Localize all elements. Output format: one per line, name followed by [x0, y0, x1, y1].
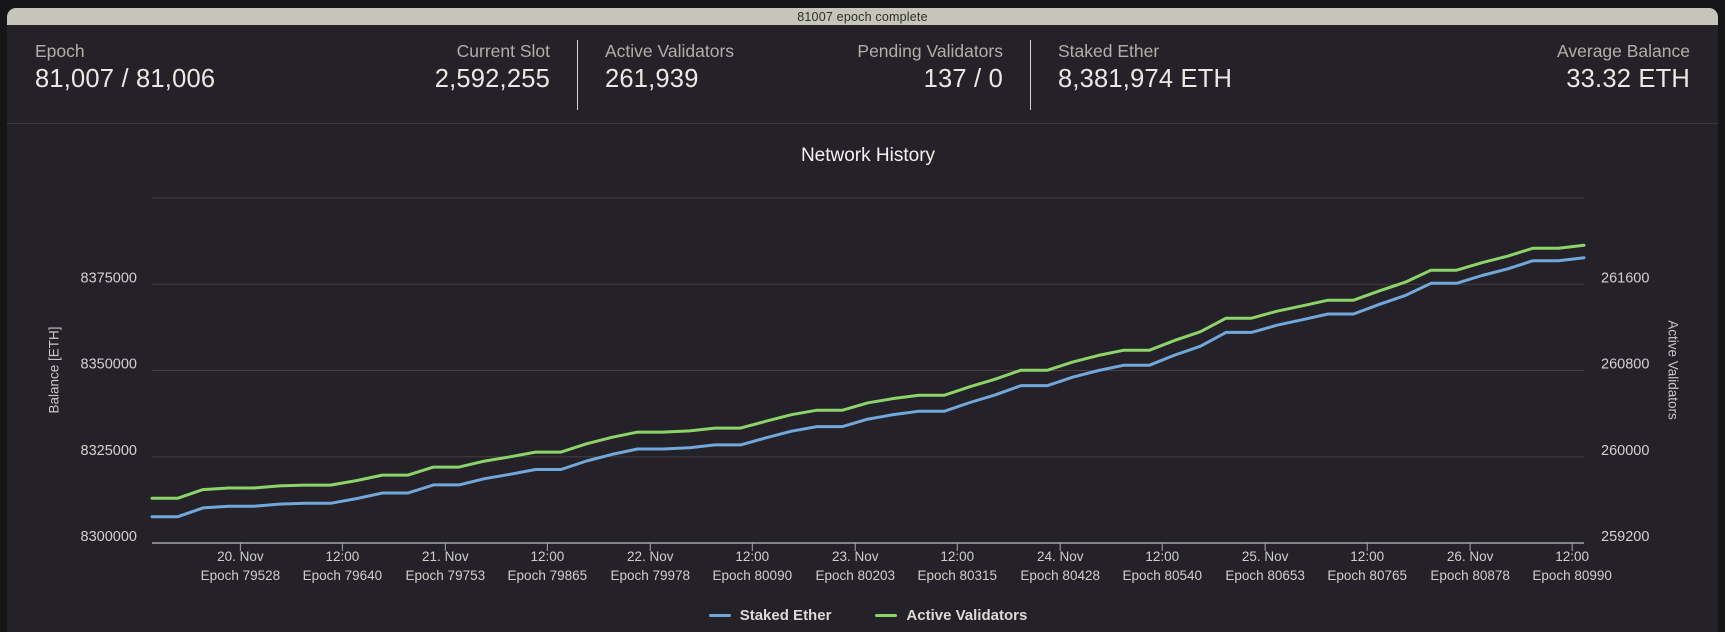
- left-axis-tick-label: 8300000: [81, 529, 137, 545]
- stat-current-slot: Current Slot 2,592,255: [435, 39, 550, 96]
- x-tick-label-date: 21. Nov: [422, 549, 469, 564]
- stat-average-balance: Average Balance 33.32 ETH: [1557, 39, 1690, 96]
- stats-group-1: Epoch 81,007 / 81,006 Current Slot 2,592…: [35, 39, 550, 96]
- x-tick-label-date: 12:00: [735, 549, 769, 564]
- x-tick-label-date: 12:00: [1555, 549, 1589, 564]
- stat-value: 261,939: [605, 65, 699, 93]
- stat-label: Active Validators: [605, 41, 735, 61]
- x-tick-label-epoch: Epoch 80653: [1225, 568, 1305, 583]
- legend-label: Staked Ether: [739, 607, 832, 624]
- x-tick-label-date: 12:00: [940, 549, 974, 564]
- x-tick-label-date: 24. Nov: [1037, 549, 1084, 564]
- x-tick-label-date: 23. Nov: [832, 549, 879, 564]
- right-axis-tick-label: 260800: [1601, 357, 1649, 373]
- x-tick-label-epoch: Epoch 80090: [713, 568, 793, 583]
- x-tick-label-date: 12:00: [1145, 549, 1179, 564]
- x-tick-label-date: 25. Nov: [1242, 549, 1289, 564]
- x-tick-label-epoch: Epoch 80765: [1327, 568, 1407, 583]
- series-line-staked-ether[interactable]: [150, 256, 1586, 519]
- stat-value: 33.32 ETH: [1566, 65, 1690, 93]
- network-stats-strip: Epoch 81,007 / 81,006 Current Slot 2,592…: [7, 25, 1718, 124]
- stats-divider: [1030, 40, 1031, 110]
- x-tick-label-date: 12:00: [530, 549, 564, 564]
- x-tick-label-date: 22. Nov: [627, 549, 674, 564]
- x-tick-label-epoch: Epoch 79528: [201, 568, 281, 583]
- network-dashboard-card: 81007 epoch complete Epoch 81,007 / 81,0…: [7, 8, 1718, 632]
- stat-pending-validators: Pending Validators 137 / 0: [857, 39, 1003, 96]
- stat-value: 8,381,974 ETH: [1058, 65, 1233, 93]
- x-tick-label-epoch: Epoch 80428: [1020, 568, 1100, 583]
- stat-value: 2,592,255: [434, 65, 550, 93]
- left-axis-tick-label: 8375000: [81, 270, 137, 286]
- x-tick-label-date: 12:00: [325, 549, 359, 564]
- right-axis-tick-label: 260000: [1601, 443, 1649, 459]
- stat-label: Pending Validators: [857, 41, 1003, 61]
- epoch-progress-bar: 81007 epoch complete: [7, 8, 1718, 25]
- x-tick-label-epoch: Epoch 80203: [815, 568, 895, 583]
- stat-label: Current Slot: [456, 41, 550, 61]
- stats-group-3: Staked Ether 8,381,974 ETH Average Balan…: [1058, 39, 1690, 96]
- left-axis-tick-label: 8325000: [81, 443, 137, 459]
- stat-label: Epoch: [35, 41, 85, 61]
- stats-divider: [577, 40, 578, 110]
- epoch-progress-label: 81007 epoch complete: [797, 9, 928, 24]
- x-tick-label-epoch: Epoch 80878: [1430, 568, 1510, 583]
- chart-title: Network History: [800, 145, 936, 166]
- x-tick-label-epoch: Epoch 79640: [303, 568, 383, 583]
- stat-active-validators: Active Validators 261,939: [605, 39, 734, 96]
- stats-group-2: Active Validators 261,939 Pending Valida…: [605, 39, 1003, 96]
- right-axis-tick-label: 259200: [1601, 529, 1649, 545]
- x-tick-label-epoch: Epoch 80315: [917, 568, 997, 583]
- stat-label: Staked Ether: [1058, 41, 1160, 61]
- x-tick-label-date: 26. Nov: [1447, 549, 1494, 564]
- x-tick-label-epoch: Epoch 80990: [1532, 568, 1612, 583]
- x-tick-label-epoch: Epoch 79865: [508, 568, 588, 583]
- series-line-active-validators[interactable]: [150, 243, 1586, 500]
- x-tick-label-epoch: Epoch 79978: [610, 568, 690, 583]
- stat-epoch: Epoch 81,007 / 81,006: [35, 39, 215, 96]
- legend-swatch: [875, 614, 898, 617]
- right-axis-tick-label: 261600: [1601, 270, 1649, 286]
- network-history-chart: Network History Balance [ETH] Active Val…: [7, 124, 1718, 632]
- network-history-plot[interactable]: 8375000 8350000 8325000 8300000 261600 260800…: [7, 124, 1718, 632]
- x-tick-label-date: 20. Nov: [217, 549, 264, 564]
- legend-item-staked-ether[interactable]: Staked Ether: [708, 607, 832, 624]
- x-tick-label-epoch: Epoch 79753: [406, 568, 486, 583]
- left-axis-tick-label: 8350000: [81, 357, 137, 373]
- stat-label: Average Balance: [1557, 41, 1690, 61]
- legend-item-active-validators[interactable]: Active Validators: [875, 607, 1027, 624]
- legend-swatch: [708, 614, 731, 617]
- legend-label: Active Validators: [906, 607, 1028, 624]
- x-tick-label-date: 12:00: [1350, 549, 1384, 564]
- stat-value: 137 / 0: [923, 65, 1003, 93]
- stat-staked-ether: Staked Ether 8,381,974 ETH: [1058, 39, 1232, 96]
- chart-legend: Staked Ether Active Validators: [152, 607, 1584, 624]
- stat-value: 81,007 / 81,006: [35, 65, 216, 93]
- x-tick-label-epoch: Epoch 80540: [1122, 568, 1202, 583]
